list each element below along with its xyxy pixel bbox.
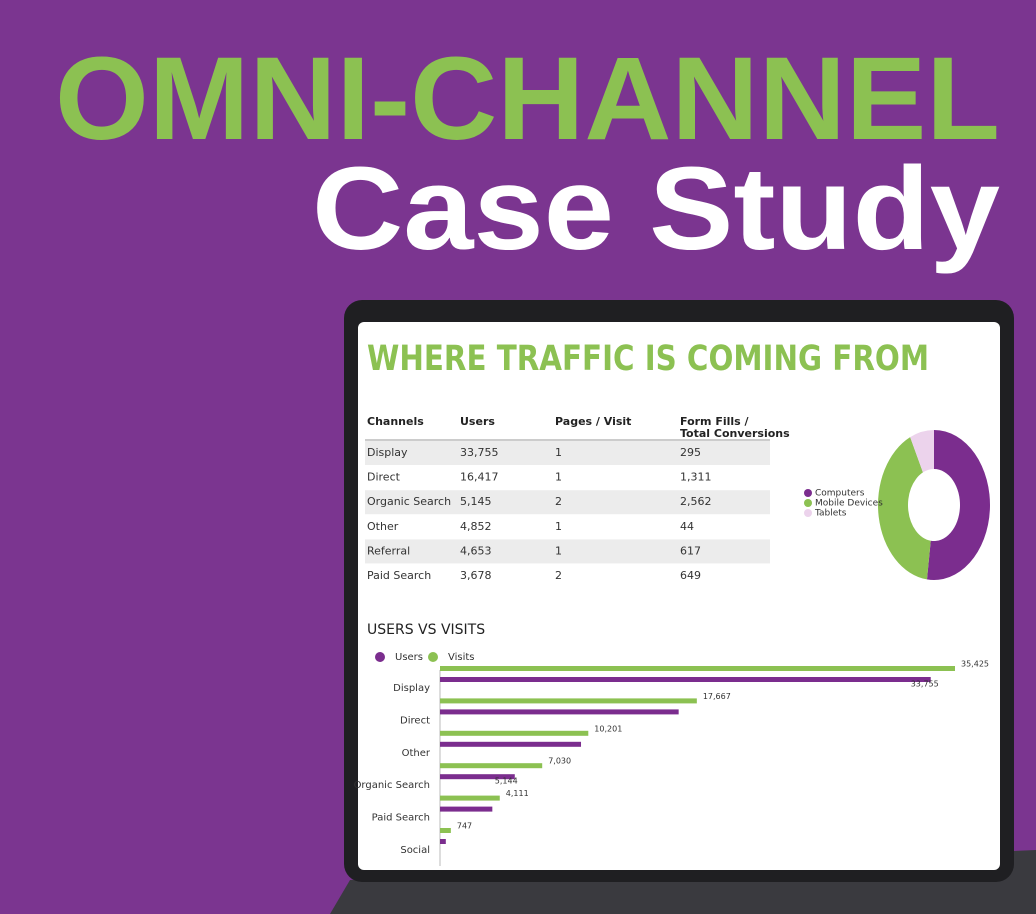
donut-slice: [926, 430, 990, 581]
bar: [440, 795, 500, 801]
table-header: Users: [460, 415, 495, 428]
table-header: Pages / Visit: [555, 415, 631, 428]
bar: [440, 839, 446, 844]
category-label: Other: [402, 748, 431, 759]
bar: [440, 806, 493, 812]
bar-chart: USERS VS VISITS Users Visits Display 35,425 3…: [354, 622, 989, 866]
table-cell: Other: [367, 520, 399, 533]
table-cell: 4,653: [460, 544, 492, 557]
bar: [440, 709, 679, 715]
category-label: Organic Search: [354, 780, 430, 791]
screen-title: WHERE TRAFFIC IS COMING FROM: [367, 339, 929, 379]
table-cell: 1: [555, 520, 562, 533]
table-cell: 1: [555, 544, 562, 557]
table-cell: 3,678: [460, 569, 492, 582]
table-cell: 295: [680, 446, 701, 459]
table-row-bg: [365, 441, 770, 465]
table-cell: Direct: [367, 471, 401, 484]
legend-swatch: [804, 509, 812, 517]
value-label: 5,144: [495, 777, 518, 786]
table-header-line: Total Conversions: [680, 427, 790, 440]
table-cell: 2: [555, 495, 562, 508]
bar: [440, 828, 451, 833]
donut-slice: [910, 430, 934, 473]
table-cell: Display: [367, 446, 408, 459]
table-row-bg: [365, 490, 770, 515]
legend-label: Computers: [815, 489, 865, 499]
table-cell: 16,417: [460, 471, 499, 484]
table-cell: 5,145: [460, 495, 492, 508]
value-label: 35,425: [961, 660, 989, 669]
bar: [440, 698, 697, 704]
bar: [440, 666, 955, 671]
legend-swatch: [428, 652, 438, 662]
table-cell: 1: [555, 446, 562, 459]
category-label: Direct: [400, 715, 430, 726]
table-cell: Referral: [367, 544, 410, 557]
laptop-screen: [358, 322, 1000, 870]
bar: [440, 677, 931, 682]
bar: [440, 763, 543, 769]
table-cell: 44: [680, 520, 694, 533]
bar: [440, 730, 589, 736]
table-header: Form Fills / Total Conversions: [680, 415, 790, 440]
category-label: Paid Search: [372, 813, 430, 824]
table-cell: 2,562: [680, 495, 712, 508]
table-header: Channels: [367, 415, 424, 428]
table-cell: Paid Search: [367, 569, 431, 582]
table-cell: 4,852: [460, 520, 492, 533]
legend-label: Visits: [448, 652, 475, 663]
legend-swatch: [375, 652, 385, 662]
legend-swatch: [804, 489, 812, 497]
value-label: 4,111: [506, 789, 529, 798]
chart-title: USERS VS VISITS: [367, 622, 485, 638]
value-label: 7,030: [548, 757, 571, 766]
donut-slice: [878, 437, 931, 580]
bar: [440, 741, 582, 747]
headline: OMNI-CHANNEL: [55, 33, 1000, 165]
table-cell: 33,755: [460, 446, 499, 459]
category-label: Social: [400, 845, 430, 856]
table-cell: 649: [680, 569, 701, 582]
value-label: 747: [457, 822, 472, 831]
legend-label: Users: [395, 652, 423, 663]
legend-label: Tablets: [814, 509, 847, 519]
value-label: 17,667: [703, 692, 731, 701]
table-cell: 2: [555, 569, 562, 582]
legend-label: Mobile Devices: [815, 499, 883, 509]
table: Channels Users Pages / Visit Form Fills / T…: [365, 415, 790, 582]
legend-swatch: [804, 499, 812, 507]
table-cell: 1: [555, 471, 562, 484]
category-label: Display: [393, 683, 430, 694]
bar: [440, 774, 515, 780]
value-label: 10,201: [594, 724, 622, 733]
table-cell: 1,311: [680, 471, 712, 484]
subheadline: Case Study: [312, 143, 1000, 275]
table-cell: Organic Search: [367, 495, 451, 508]
value-label: 33,755: [911, 680, 939, 689]
table-header-line: Form Fills /: [680, 415, 752, 428]
table-row-bg: [365, 539, 770, 564]
table-cell: 617: [680, 544, 701, 557]
